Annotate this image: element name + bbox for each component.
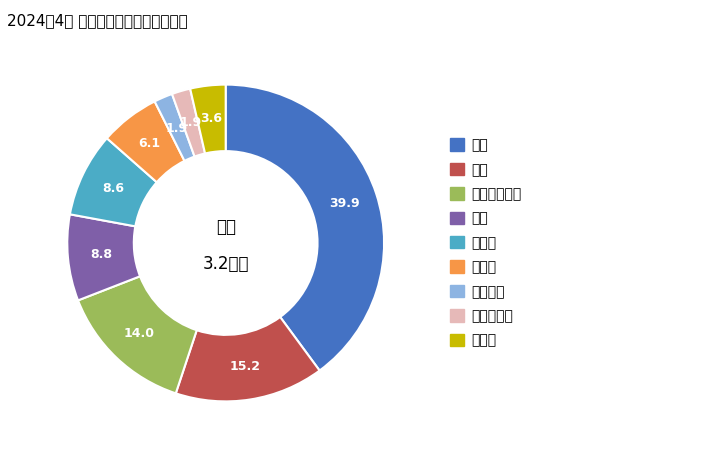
Wedge shape <box>107 101 184 182</box>
Text: 8.6: 8.6 <box>102 182 124 195</box>
Text: 1.9: 1.9 <box>179 117 202 130</box>
Wedge shape <box>226 85 384 370</box>
Wedge shape <box>154 94 194 161</box>
Text: 3.2億円: 3.2億円 <box>202 255 249 273</box>
Text: 15.2: 15.2 <box>230 360 261 373</box>
Wedge shape <box>78 276 197 393</box>
Text: 8.8: 8.8 <box>90 248 112 261</box>
Text: 39.9: 39.9 <box>329 198 360 211</box>
Wedge shape <box>172 89 205 157</box>
Text: 6.1: 6.1 <box>138 137 160 150</box>
Text: 総額: 総額 <box>215 218 236 236</box>
Wedge shape <box>70 138 157 226</box>
Text: 2024年4月 輸入相手国のシェア（％）: 2024年4月 輸入相手国のシェア（％） <box>7 14 188 28</box>
Text: 3.6: 3.6 <box>200 112 223 125</box>
Wedge shape <box>175 317 320 401</box>
Wedge shape <box>190 85 226 153</box>
Text: 1.9: 1.9 <box>165 122 187 135</box>
Legend: 米国, 英国, オーストリア, 中国, スイス, ドイツ, セルビア, ノルウェー, その他: 米国, 英国, オーストリア, 中国, スイス, ドイツ, セルビア, ノルウェ… <box>451 138 521 348</box>
Wedge shape <box>67 214 140 301</box>
Text: 14.0: 14.0 <box>124 327 155 340</box>
